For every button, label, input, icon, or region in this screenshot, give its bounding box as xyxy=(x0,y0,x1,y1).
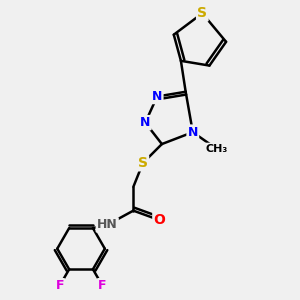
Text: N: N xyxy=(152,90,162,103)
Text: F: F xyxy=(56,279,64,292)
Text: S: S xyxy=(138,156,148,170)
Text: S: S xyxy=(197,6,207,20)
Text: HN: HN xyxy=(97,218,118,231)
Text: F: F xyxy=(98,279,107,292)
Text: N: N xyxy=(140,116,150,129)
Text: O: O xyxy=(154,213,165,227)
Text: CH₃: CH₃ xyxy=(206,144,228,154)
Text: N: N xyxy=(188,126,198,139)
